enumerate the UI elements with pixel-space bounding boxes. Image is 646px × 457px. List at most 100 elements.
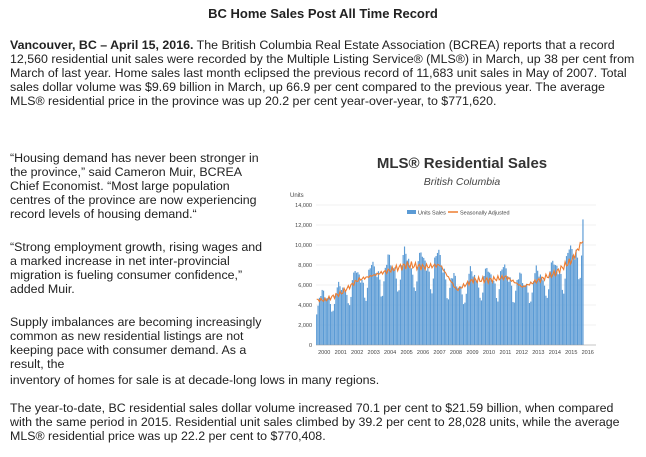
unit-sales-bar — [358, 274, 360, 345]
unit-sales-bar — [458, 287, 461, 345]
unit-sales-bar — [386, 264, 388, 345]
unit-sales-bar — [340, 289, 342, 345]
x-tick-label: 2013 — [532, 350, 544, 356]
unit-sales-bar — [535, 265, 537, 345]
unit-sales-bar — [333, 303, 336, 345]
unit-sales-bar — [364, 297, 366, 345]
unit-sales-bar — [453, 273, 455, 345]
unit-sales-bar — [528, 303, 531, 345]
unit-sales-bar — [353, 272, 355, 345]
unit-sales-bar — [500, 271, 502, 345]
unit-sales-bar — [413, 287, 415, 345]
seasonally-adjusted-line — [316, 241, 584, 303]
unit-sales-bar — [398, 290, 400, 345]
unit-sales-bar — [484, 268, 487, 345]
quote-muir-employment: “Strong employment growth, rising wages … — [10, 240, 263, 296]
unit-sales-bar — [462, 304, 465, 345]
unit-sales-bar — [467, 282, 469, 345]
unit-sales-bar — [379, 279, 381, 345]
unit-sales-bar — [424, 260, 426, 345]
unit-sales-bar — [355, 272, 358, 345]
unit-sales-bar — [505, 268, 507, 345]
unit-sales-bar — [316, 314, 318, 345]
unit-sales-bar — [392, 268, 395, 345]
unit-sales-bar — [545, 295, 547, 345]
unit-sales-bar — [405, 253, 407, 345]
unit-sales-bar — [365, 300, 367, 345]
unit-sales-bar — [546, 297, 548, 345]
unit-sales-bar — [372, 261, 374, 345]
unit-sales-bar — [511, 285, 513, 345]
unit-sales-bar — [508, 281, 510, 345]
unit-sales-bar — [388, 254, 391, 345]
unit-sales-bar — [430, 289, 432, 345]
unit-sales-bar — [416, 281, 418, 345]
x-tick-label: 2004 — [384, 350, 396, 356]
y-tick-label: 2,000 — [298, 323, 312, 329]
unit-sales-bar — [494, 283, 496, 345]
unit-sales-bar — [414, 291, 417, 345]
unit-sales-bars — [316, 219, 584, 345]
x-tick-label: 2015 — [565, 350, 577, 356]
unit-sales-bar — [399, 279, 401, 345]
unit-sales-bar — [557, 274, 559, 345]
unit-sales-bar — [369, 268, 371, 345]
unit-sales-bar — [506, 276, 509, 345]
unit-sales-bar — [490, 274, 492, 345]
unit-sales-bar — [495, 297, 498, 345]
unit-sales-bar — [376, 277, 378, 345]
unit-sales-bar — [328, 297, 330, 345]
y-axis-label: Units — [290, 193, 304, 199]
unit-sales-bar — [575, 249, 577, 345]
unit-sales-bar — [344, 291, 347, 345]
unit-sales-bar — [327, 298, 329, 345]
unit-sales-bar — [357, 272, 359, 345]
unit-sales-bar — [349, 305, 351, 345]
unit-sales-bar — [445, 279, 447, 345]
unit-sales-bar — [354, 270, 356, 345]
unit-sales-bar — [380, 296, 382, 345]
unit-sales-bar — [564, 278, 566, 345]
unit-sales-bar — [324, 297, 326, 345]
unit-sales-bar — [360, 282, 362, 345]
unit-sales-bar — [361, 279, 363, 345]
unit-sales-bar — [482, 292, 484, 345]
unit-sales-bar — [434, 257, 436, 345]
x-tick-label: 2002 — [351, 350, 363, 356]
dateline: Vancouver, BC – April 15, 2016. — [10, 38, 194, 52]
unit-sales-bar — [552, 260, 554, 345]
quote-muir-demand: “Housing demand has never been stronger … — [10, 151, 259, 221]
unit-sales-bar — [473, 274, 476, 345]
unit-sales-bar — [532, 281, 535, 345]
unit-sales-bar — [489, 272, 491, 345]
unit-sales-bar — [403, 246, 406, 345]
y-tick-label: 14,000 — [295, 203, 312, 209]
unit-sales-bar — [572, 255, 574, 345]
x-tick-label: 2010 — [483, 350, 495, 356]
y-tick-label: 0 — [309, 343, 312, 349]
unit-sales-bar — [394, 267, 396, 345]
chart-legend: Units Sales Seasonally Adjusted — [407, 210, 510, 217]
unit-sales-bar — [549, 271, 551, 345]
unit-sales-bar — [442, 272, 444, 345]
unit-sales-bar — [501, 269, 503, 345]
unit-sales-bar — [449, 287, 451, 345]
unit-sales-bar — [441, 265, 443, 345]
unit-sales-bar — [381, 295, 384, 345]
unit-sales-bar — [556, 265, 558, 345]
unit-sales-bar — [475, 279, 477, 345]
unit-sales-bar — [456, 286, 458, 345]
unit-sales-bar — [439, 254, 441, 345]
unit-sales-bar — [563, 293, 565, 345]
closing-paragraph: The year-to-date, BC residential sales d… — [10, 401, 620, 443]
unit-sales-bar — [530, 301, 532, 345]
unit-sales-bar — [384, 267, 386, 345]
unit-sales-bar — [539, 274, 541, 345]
unit-sales-bar — [578, 279, 580, 345]
unit-sales-bar — [565, 256, 568, 345]
unit-sales-bar — [409, 265, 411, 345]
unit-sales-bar — [402, 255, 404, 345]
unit-sales-bar — [325, 298, 327, 345]
chart-title: MLS® Residential Sales — [377, 155, 547, 172]
unit-sales-bar — [377, 271, 380, 345]
